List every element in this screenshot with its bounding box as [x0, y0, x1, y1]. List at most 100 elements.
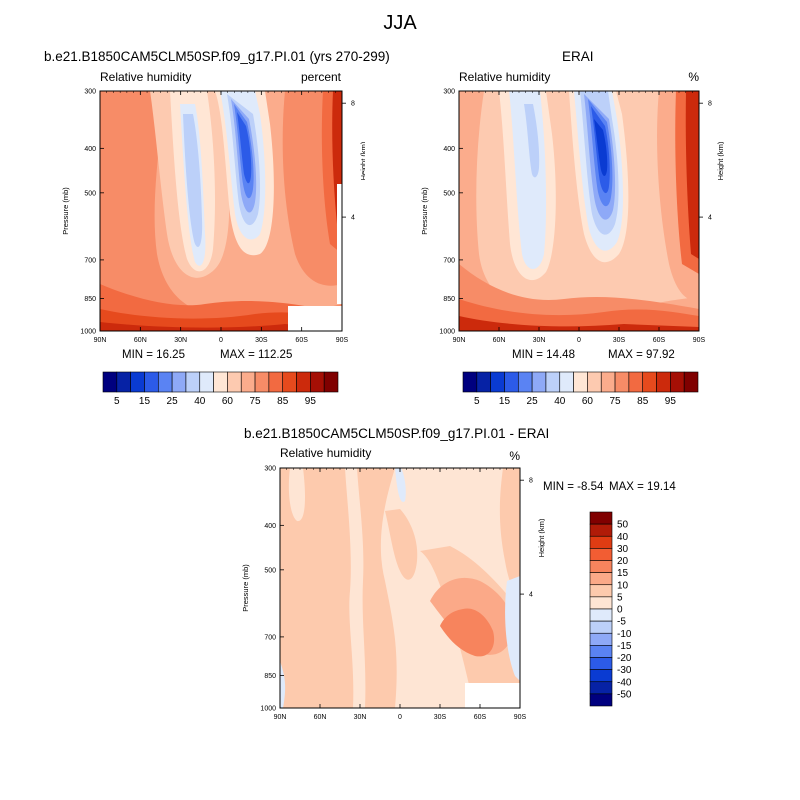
- panel3-colorbar-swatch: [589, 693, 613, 707]
- panel1-right-tick-label: 8: [351, 101, 355, 108]
- panel2-x-tick-label: 30S: [613, 337, 626, 344]
- panel1-y-tick-label: 300: [84, 89, 96, 96]
- panel3-subtitle-right: %: [509, 449, 520, 463]
- panel3-colorbar-label: -15: [617, 641, 632, 652]
- panel1-contour-field: [100, 91, 342, 331]
- panel1-field-lower: [100, 91, 342, 331]
- panel3-y-tick-label: 400: [264, 523, 276, 530]
- panel3-right-axis-label: Height (km): [537, 518, 545, 557]
- panel2-colorbar-swatch: [504, 371, 519, 393]
- panel2-y-tick-label: 400: [443, 146, 455, 153]
- panel2-x-tick-label: 90S: [693, 337, 706, 344]
- panel1-y-axis-label: Pressure (mb): [61, 187, 70, 235]
- panel1-field-nw: [100, 104, 110, 146]
- panel1-title: b.e21.B1850CAM5CLM50SP.f09_g17.PI.01 (yr…: [44, 49, 390, 64]
- panel2-colorbar: 5 15 25 40 60 75 85 95: [462, 371, 699, 407]
- panel3-colorbar-label: 0: [617, 605, 623, 616]
- panel2-min-label: MIN = 14.48: [512, 349, 575, 361]
- panel1-colorbar-label: 5: [114, 396, 120, 407]
- panel2-right-tick-label: 4: [708, 215, 712, 222]
- panel3-field-south-negative: [505, 576, 520, 681]
- panel1-colorbar-swatch: [254, 371, 270, 393]
- panel3-colorbar-swatch: [589, 523, 613, 537]
- panel3-colorbar-label: -30: [617, 665, 632, 676]
- panel3-y-tick-label: 850: [264, 673, 276, 680]
- panel1-colorbar-swatch: [310, 371, 325, 393]
- panel1-colorbar-swatch: [323, 371, 339, 393]
- panel1-field-dry-mid: [183, 114, 203, 247]
- panel3-colorbar-label: -5: [617, 617, 626, 628]
- panel2-colorbar-label: 25: [527, 396, 539, 407]
- panel3-contour-field: [280, 468, 520, 708]
- panel1-plot: 90N 60N 30N 0 30S 60S 90S 300 400 500 700 850 1000 Pr…: [61, 89, 365, 345]
- panel1-colorbar-swatch: [213, 371, 228, 393]
- panel3-field-tropic-strip: [345, 468, 366, 708]
- panel3-y-tick-label: 300: [264, 466, 276, 473]
- panel2-field-bottom-dark: [459, 316, 699, 331]
- panel1-colorbar-swatch: [199, 371, 214, 393]
- panel1-colorbar-swatch: [102, 371, 118, 393]
- panel2-colorbar-swatch: [573, 371, 588, 393]
- panel1-colorbar-label: 15: [139, 396, 151, 407]
- panel2-colorbar-label: 95: [665, 396, 677, 407]
- panel3-field-north-light: [288, 468, 305, 522]
- panel1-colorbar-label: 95: [305, 396, 317, 407]
- panel2-colorbar-swatch: [642, 371, 657, 393]
- panel2-subtitle-left: Relative humidity: [459, 70, 551, 84]
- panel2-y-tick-label: 500: [443, 190, 455, 197]
- panel3-colorbar-swatch: [589, 681, 613, 695]
- panel2-x-tick-label: 0: [577, 337, 581, 344]
- panel3-y-tick-label: 1000: [260, 706, 276, 713]
- panel2-title: ERAI: [562, 49, 594, 64]
- panel3-plot: 90N 60N 30N 0 30S 60S 90S 300 400 500 700 850 1000 Pr…: [241, 466, 545, 722]
- panel1-colorbar-swatch: [185, 371, 201, 393]
- panel1-colorbar-swatch: [296, 371, 311, 393]
- panel2-colorbar-swatch: [531, 371, 547, 393]
- panel3-x-tick-label: 0: [398, 714, 402, 721]
- panel2-x-tick-label: 60S: [653, 337, 666, 344]
- panel3-colorbar-swatch: [589, 535, 613, 549]
- panel3-right-tick-label: 8: [529, 478, 533, 485]
- panel1-y-tick-label: 850: [84, 296, 96, 303]
- panel3-x-tick-label: 90S: [514, 714, 527, 721]
- panel2-colorbar-label: 15: [499, 396, 511, 407]
- panel1-right-axis-label: Height (km): [359, 141, 365, 180]
- panel3-colorbar-swatch: [589, 548, 613, 561]
- panel2-y-tick-label: 1000: [439, 329, 455, 336]
- panel3-title: b.e21.B1850CAM5CLM50SP.f09_g17.PI.01 - E…: [244, 426, 550, 441]
- panel2-colorbar-swatch: [600, 371, 616, 393]
- panel3-colorbar-label: 20: [617, 556, 629, 567]
- panel1-y-tick-label: 700: [84, 257, 96, 264]
- panel1-x-tick-label: 30N: [174, 337, 187, 344]
- panel1-subtitle-right: percent: [300, 70, 341, 84]
- panel3-colorbar-label: 50: [617, 520, 629, 531]
- panel3-field-positive-2: [440, 608, 495, 657]
- panel3-x-tick-label: 30S: [434, 714, 447, 721]
- page-title: JJA: [383, 12, 417, 34]
- panel1-field-missing-antarctica: [288, 306, 342, 331]
- panel1-x-tick-label: 90N: [94, 337, 107, 344]
- panel1-colorbar-swatch: [116, 371, 131, 393]
- panel3-field-south-edge: [499, 468, 520, 601]
- panel1-colorbar-swatch: [130, 371, 145, 393]
- panel3-x-tick-label: 90N: [274, 714, 287, 721]
- panel1-field-subsidence-5: [237, 112, 252, 184]
- panel1-y-tick-label: 500: [84, 190, 96, 197]
- panel2-colorbar-label: 60: [582, 396, 594, 407]
- panel2-field-nw: [459, 91, 470, 131]
- panel3-colorbar-label: 15: [617, 568, 629, 579]
- panel2-x-tick-label: 30N: [533, 337, 546, 344]
- panel2-right-axis-label: Height (km): [716, 141, 724, 180]
- panel3-field-mid: [385, 509, 418, 580]
- panel2-colorbar-label: 40: [554, 396, 566, 407]
- panel2-max-label: MAX = 97.92: [608, 349, 675, 361]
- panel3-right-tick-label: 4: [529, 592, 533, 599]
- panel2-colorbar-swatch: [587, 371, 602, 393]
- panel1-colorbar-label: 85: [277, 396, 289, 407]
- panel3-colorbar-label: 40: [617, 532, 629, 543]
- panel3-colorbar-label: 10: [617, 580, 629, 591]
- panel3-y-axis-label: Pressure (mb): [241, 564, 250, 612]
- panel2-field-south-3: [685, 91, 699, 259]
- panel3-field-north: [280, 468, 397, 708]
